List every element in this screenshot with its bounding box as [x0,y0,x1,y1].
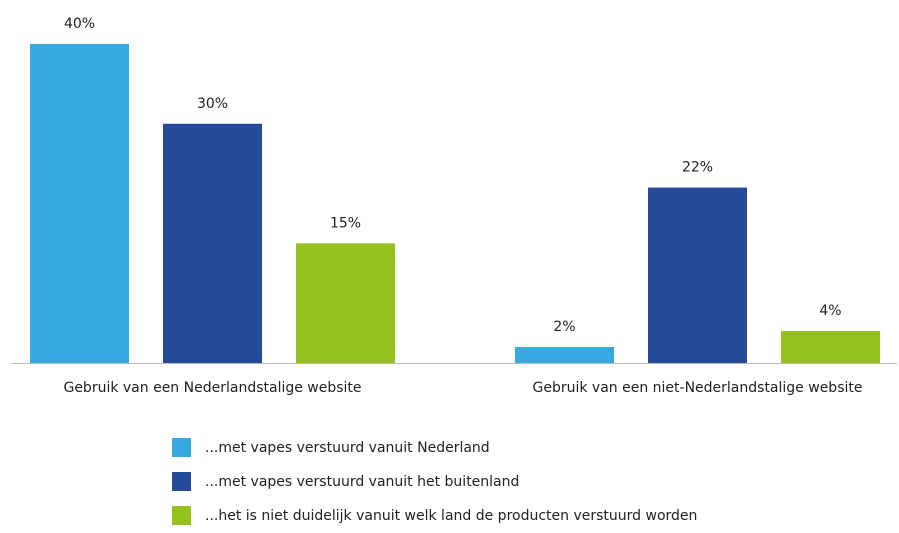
legend-label: ...met vapes verstuurd vanuit Nederland [205,440,490,456]
legend-label: ...het is niet duidelijk vanuit welk lan… [205,508,697,524]
bar [163,123,262,363]
bar [648,187,747,363]
bar [781,331,880,363]
value-label: 40% [64,16,95,32]
x-tick-label: Gebruik van een Nederlandstalige website [63,380,361,396]
value-label: 2% [553,319,575,335]
value-label: 4% [819,303,841,319]
value-label: 15% [330,215,361,231]
legend-label: ...met vapes verstuurd vanuit het buiten… [205,474,519,490]
bar [296,243,395,363]
legend-swatch [172,472,191,491]
bar [30,44,129,363]
value-label: 22% [682,160,713,176]
value-label: 30% [197,96,228,112]
legend-swatch [172,506,191,525]
legend-swatch [172,438,191,457]
x-tick-label: Gebruik van een niet-Nederlandstalige we… [533,380,863,396]
bar [515,347,614,363]
